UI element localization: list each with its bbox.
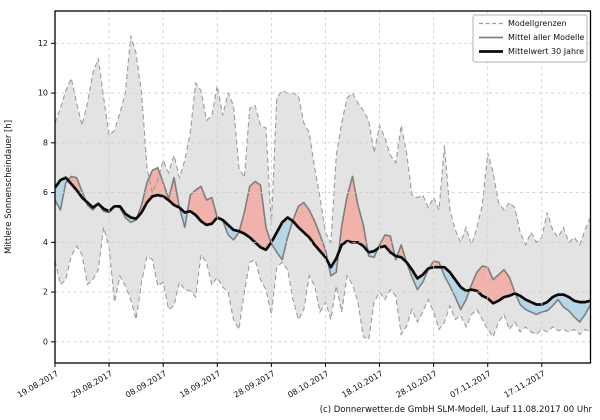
plot-area — [55, 35, 591, 341]
y-tick-label: 6 — [43, 188, 48, 197]
x-tick-label: 28.09.2017 — [232, 369, 276, 400]
legend-label: Mittelwert 30 Jahre — [508, 47, 584, 56]
x-tick-label: 07.11.2017 — [449, 369, 493, 400]
axes-border — [54, 10, 592, 364]
model-envelope-area — [55, 35, 591, 340]
below-normal-area — [55, 177, 591, 322]
x-tick-label: 18.10.2017 — [340, 369, 384, 400]
y-tick-label: 8 — [43, 138, 48, 147]
model-lower-bound-line — [55, 227, 591, 341]
x-tick-label: 18.09.2017 — [178, 369, 222, 400]
grid — [54, 11, 591, 363]
x-tick-label: 08.10.2017 — [286, 369, 330, 400]
y-axis-title: Mittlere Sonnenscheindauer [h] — [4, 119, 14, 255]
legend-label: Mittel aller Modelle — [508, 33, 584, 42]
y-tick-label: 0 — [43, 337, 48, 346]
y-tick-label: 4 — [43, 238, 48, 247]
legend: Modellgrenzen Mittel aller Modelle Mittelw… — [472, 14, 588, 63]
y-tick-label: 12 — [38, 39, 48, 48]
copyright-footer: (c) Donnerwetter.de GmbH SLM-Modell, Lau… — [319, 405, 592, 415]
x-tick-label: 28.10.2017 — [394, 369, 438, 400]
y-tick-label: 10 — [38, 89, 48, 98]
legend-label: Modellgrenzen — [508, 19, 567, 28]
climate-mean-line — [55, 176, 591, 306]
x-tick-label: 08.09.2017 — [124, 369, 168, 400]
y-tick-label: 2 — [43, 288, 48, 297]
x-tick-label: 17.11.2017 — [503, 369, 547, 400]
x-tick-label: 19.08.2017 — [16, 369, 60, 400]
x-tick-label: 29.08.2017 — [70, 369, 114, 400]
